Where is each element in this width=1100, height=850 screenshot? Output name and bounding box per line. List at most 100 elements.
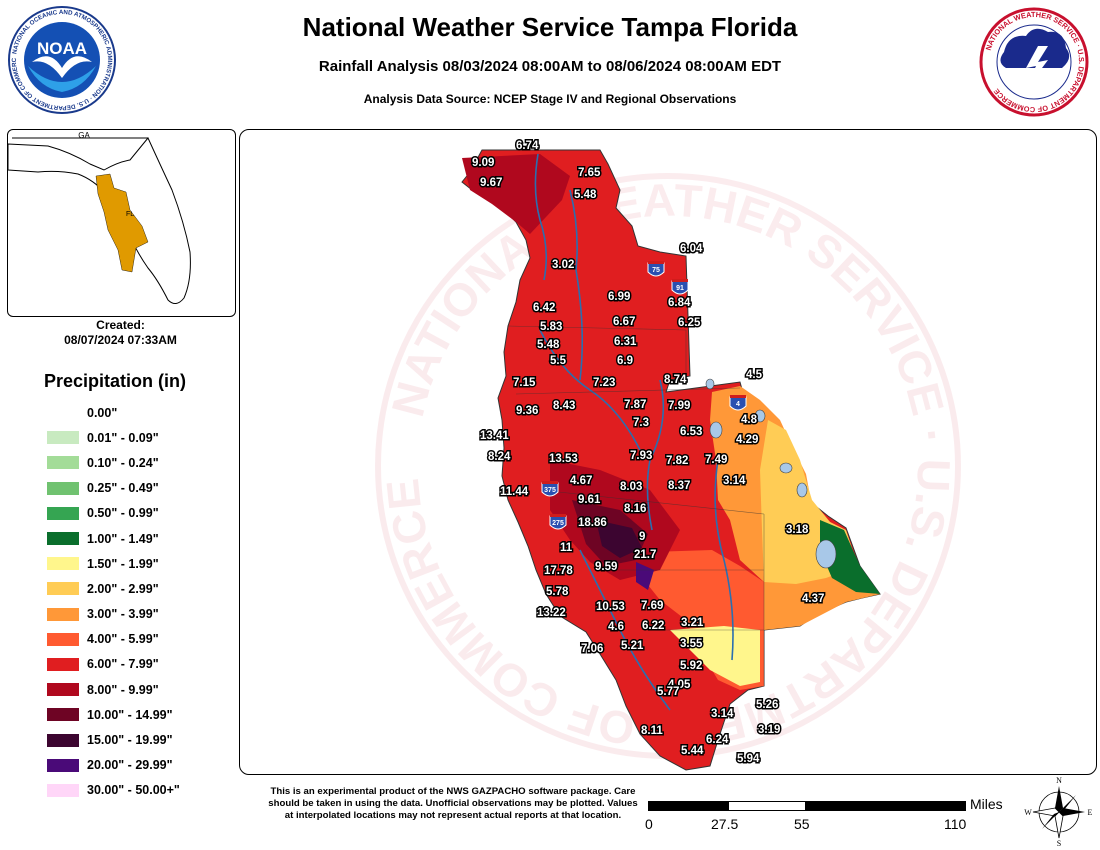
legend-swatch	[47, 431, 79, 445]
rainfall-observation: 5.26	[756, 699, 778, 711]
rainfall-observation: 5.21	[621, 640, 644, 652]
rainfall-map: NATIONAL WEATHER SERVICE · U.S. DEPARTME…	[239, 129, 1097, 775]
rainfall-observation: 3.19	[758, 724, 780, 736]
rainfall-observation: 3.21	[681, 617, 704, 629]
legend-swatch	[47, 532, 79, 546]
scale-tick-55: 55	[794, 816, 810, 832]
legend-item: 30.00" - 50.00+"	[47, 778, 180, 803]
rainfall-observation: 10.53	[596, 601, 625, 613]
legend-label: 3.00" - 3.99"	[87, 607, 159, 622]
rainfall-observation: 4.37	[802, 593, 824, 605]
legend-swatch	[47, 683, 79, 697]
rainfall-observation: 7.49	[705, 454, 727, 466]
rainfall-observation: 5.94	[737, 753, 760, 765]
legend-item: 4.00" - 5.99"	[47, 627, 180, 652]
legend-swatch	[47, 708, 79, 722]
page-subtitle: Rainfall Analysis 08/03/2024 08:00AM to …	[318, 58, 782, 75]
locator-inset-map: GA FL	[7, 129, 236, 317]
legend-label: 20.00" - 29.99"	[87, 758, 173, 773]
legend-swatch	[47, 481, 79, 495]
county-boundaries	[507, 325, 765, 686]
precipitation-legend: 0.00" 0.01" - 0.09" 0.10" - 0.24" 0.25" - 0…	[47, 400, 180, 803]
legend-label: 6.00" - 7.99"	[87, 657, 159, 672]
legend-item: 0.01" - 0.09"	[47, 425, 180, 450]
legend-swatch	[47, 607, 79, 621]
rainfall-observation: 4.8	[741, 414, 758, 426]
interstate-shield-icon: 275	[549, 514, 567, 530]
compass-s: S	[1057, 839, 1061, 846]
rainfall-observation: 4.29	[736, 434, 758, 446]
legend-label: 4.00" - 5.99"	[87, 632, 159, 647]
interstate-number: 275	[552, 520, 564, 527]
nws-logo: NATIONAL WEATHER SERVICE · U.S. DEPARTME…	[979, 7, 1089, 117]
legend-item: 20.00" - 29.99"	[47, 753, 180, 778]
legend-label: 0.10" - 0.24"	[87, 455, 159, 470]
rainfall-observation: 6.22	[642, 620, 664, 632]
rainfall-observation: 3.14	[711, 708, 734, 720]
rainfall-observation: 9.67	[480, 177, 502, 189]
charlotte-light-region	[670, 626, 760, 686]
scale-unit: Miles	[970, 796, 1003, 812]
legend-item: 15.00" - 19.99"	[47, 727, 180, 752]
rainfall-observation: 21.7	[634, 549, 656, 561]
rainfall-observation: 6.25	[678, 317, 701, 329]
scale-tick-0: 0	[645, 816, 653, 832]
rainfall-observation: 3.55	[680, 638, 703, 650]
rainfall-observation: 13.22	[537, 607, 566, 619]
legend-label: 1.00" - 1.49"	[87, 531, 159, 546]
rainfall-observation: 11	[560, 542, 573, 554]
rainfall-observation: 8.43	[553, 400, 575, 412]
lake-wales-ridge-green	[820, 520, 880, 594]
rainfall-observation: 5.44	[681, 745, 704, 757]
rainfall-observation: 8.74	[664, 374, 687, 386]
legend-title: Precipitation (in)	[44, 371, 187, 391]
rainfall-observation: 3.14	[723, 475, 746, 487]
created-label: Created:	[96, 318, 145, 332]
legend-item: 3.00" - 3.99"	[47, 602, 180, 627]
rainfall-observation: 6.9	[617, 355, 633, 367]
rainfall-observation: 5.48	[574, 189, 597, 201]
legend-item: 8.00" - 9.99"	[47, 677, 180, 702]
interstate-shields: 75 91 4 375 275	[541, 261, 747, 530]
legend-item: 1.50" - 1.99"	[47, 551, 180, 576]
rainfall-observation: 5.48	[537, 339, 560, 351]
legend-swatch	[47, 657, 79, 671]
legend-label: 0.25" - 0.49"	[87, 481, 159, 496]
rainfall-observation: 5.77	[657, 686, 679, 698]
rainfall-observation: 6.67	[613, 316, 635, 328]
scale-tick-27-5: 27.5	[711, 816, 739, 832]
rainfall-observation: 7.65	[578, 167, 601, 179]
page-title: National Weather Service Tampa Florida	[302, 12, 798, 42]
interstate-shield-icon: 75	[647, 261, 665, 277]
compass-w: W	[1024, 808, 1032, 817]
legend-swatch	[47, 506, 79, 520]
rainfall-observation: 7.15	[513, 377, 536, 389]
rainfall-observation: 9	[639, 531, 645, 543]
inset-label-fl: FL	[126, 211, 134, 218]
rainfall-observation: 6.99	[608, 291, 630, 303]
compass-n: N	[1056, 776, 1062, 785]
rainfall-observation: 7.3	[633, 417, 649, 429]
legend-label: 0.50" - 0.99"	[87, 506, 159, 521]
rainfall-observation: 5.78	[546, 586, 569, 598]
rivers	[534, 153, 734, 711]
rainfall-observation: 3.02	[552, 259, 574, 271]
rainfall-observation: 4.67	[570, 475, 592, 487]
rainfall-observation: 7.23	[593, 377, 615, 389]
legend-item: 0.50" - 0.99"	[47, 501, 180, 526]
noaa-text: NOAA	[37, 39, 87, 58]
legend-item: 2.00" - 2.99"	[47, 576, 180, 601]
legend-swatch	[47, 557, 79, 571]
max-rain-core	[596, 520, 642, 558]
legend-label: 15.00" - 19.99"	[87, 733, 173, 748]
legend-swatch	[47, 582, 79, 596]
rainfall-observation: 9.36	[516, 405, 538, 417]
rainfall-observation: 7.93	[630, 450, 652, 462]
rainfall-observation: 18.86	[578, 517, 607, 529]
rainfall-observation: 9.61	[578, 494, 601, 506]
data-source: Analysis Data Source: NCEP Stage IV and …	[363, 92, 737, 106]
interstate-shield-icon: 4	[729, 395, 747, 411]
rainfall-observation: 6.31	[614, 336, 637, 348]
legend-swatch	[47, 783, 79, 797]
legend-swatch	[47, 758, 79, 772]
